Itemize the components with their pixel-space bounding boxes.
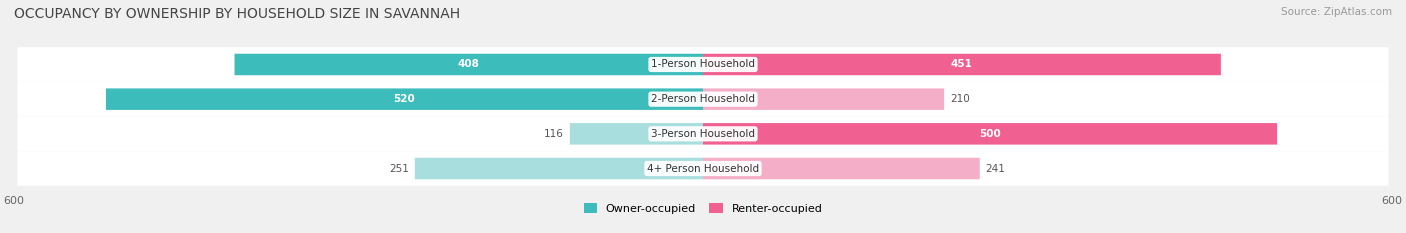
FancyBboxPatch shape <box>703 54 1220 75</box>
Text: 241: 241 <box>986 164 1005 174</box>
FancyBboxPatch shape <box>17 151 1389 186</box>
Text: 451: 451 <box>950 59 973 69</box>
Text: 116: 116 <box>544 129 564 139</box>
FancyBboxPatch shape <box>415 158 703 179</box>
Text: 500: 500 <box>979 129 1001 139</box>
Text: 520: 520 <box>394 94 415 104</box>
FancyBboxPatch shape <box>17 82 1389 116</box>
Text: OCCUPANCY BY OWNERSHIP BY HOUSEHOLD SIZE IN SAVANNAH: OCCUPANCY BY OWNERSHIP BY HOUSEHOLD SIZE… <box>14 7 460 21</box>
Text: 4+ Person Household: 4+ Person Household <box>647 164 759 174</box>
FancyBboxPatch shape <box>17 47 1389 82</box>
Text: Source: ZipAtlas.com: Source: ZipAtlas.com <box>1281 7 1392 17</box>
FancyBboxPatch shape <box>703 88 945 110</box>
FancyBboxPatch shape <box>703 123 1277 145</box>
FancyBboxPatch shape <box>235 54 703 75</box>
Text: 3-Person Household: 3-Person Household <box>651 129 755 139</box>
Text: 408: 408 <box>458 59 479 69</box>
FancyBboxPatch shape <box>703 158 980 179</box>
FancyBboxPatch shape <box>17 116 1389 151</box>
Text: 2-Person Household: 2-Person Household <box>651 94 755 104</box>
Legend: Owner-occupied, Renter-occupied: Owner-occupied, Renter-occupied <box>579 199 827 218</box>
Text: 251: 251 <box>389 164 409 174</box>
FancyBboxPatch shape <box>105 88 703 110</box>
Text: 1-Person Household: 1-Person Household <box>651 59 755 69</box>
FancyBboxPatch shape <box>569 123 703 145</box>
Text: 210: 210 <box>950 94 970 104</box>
